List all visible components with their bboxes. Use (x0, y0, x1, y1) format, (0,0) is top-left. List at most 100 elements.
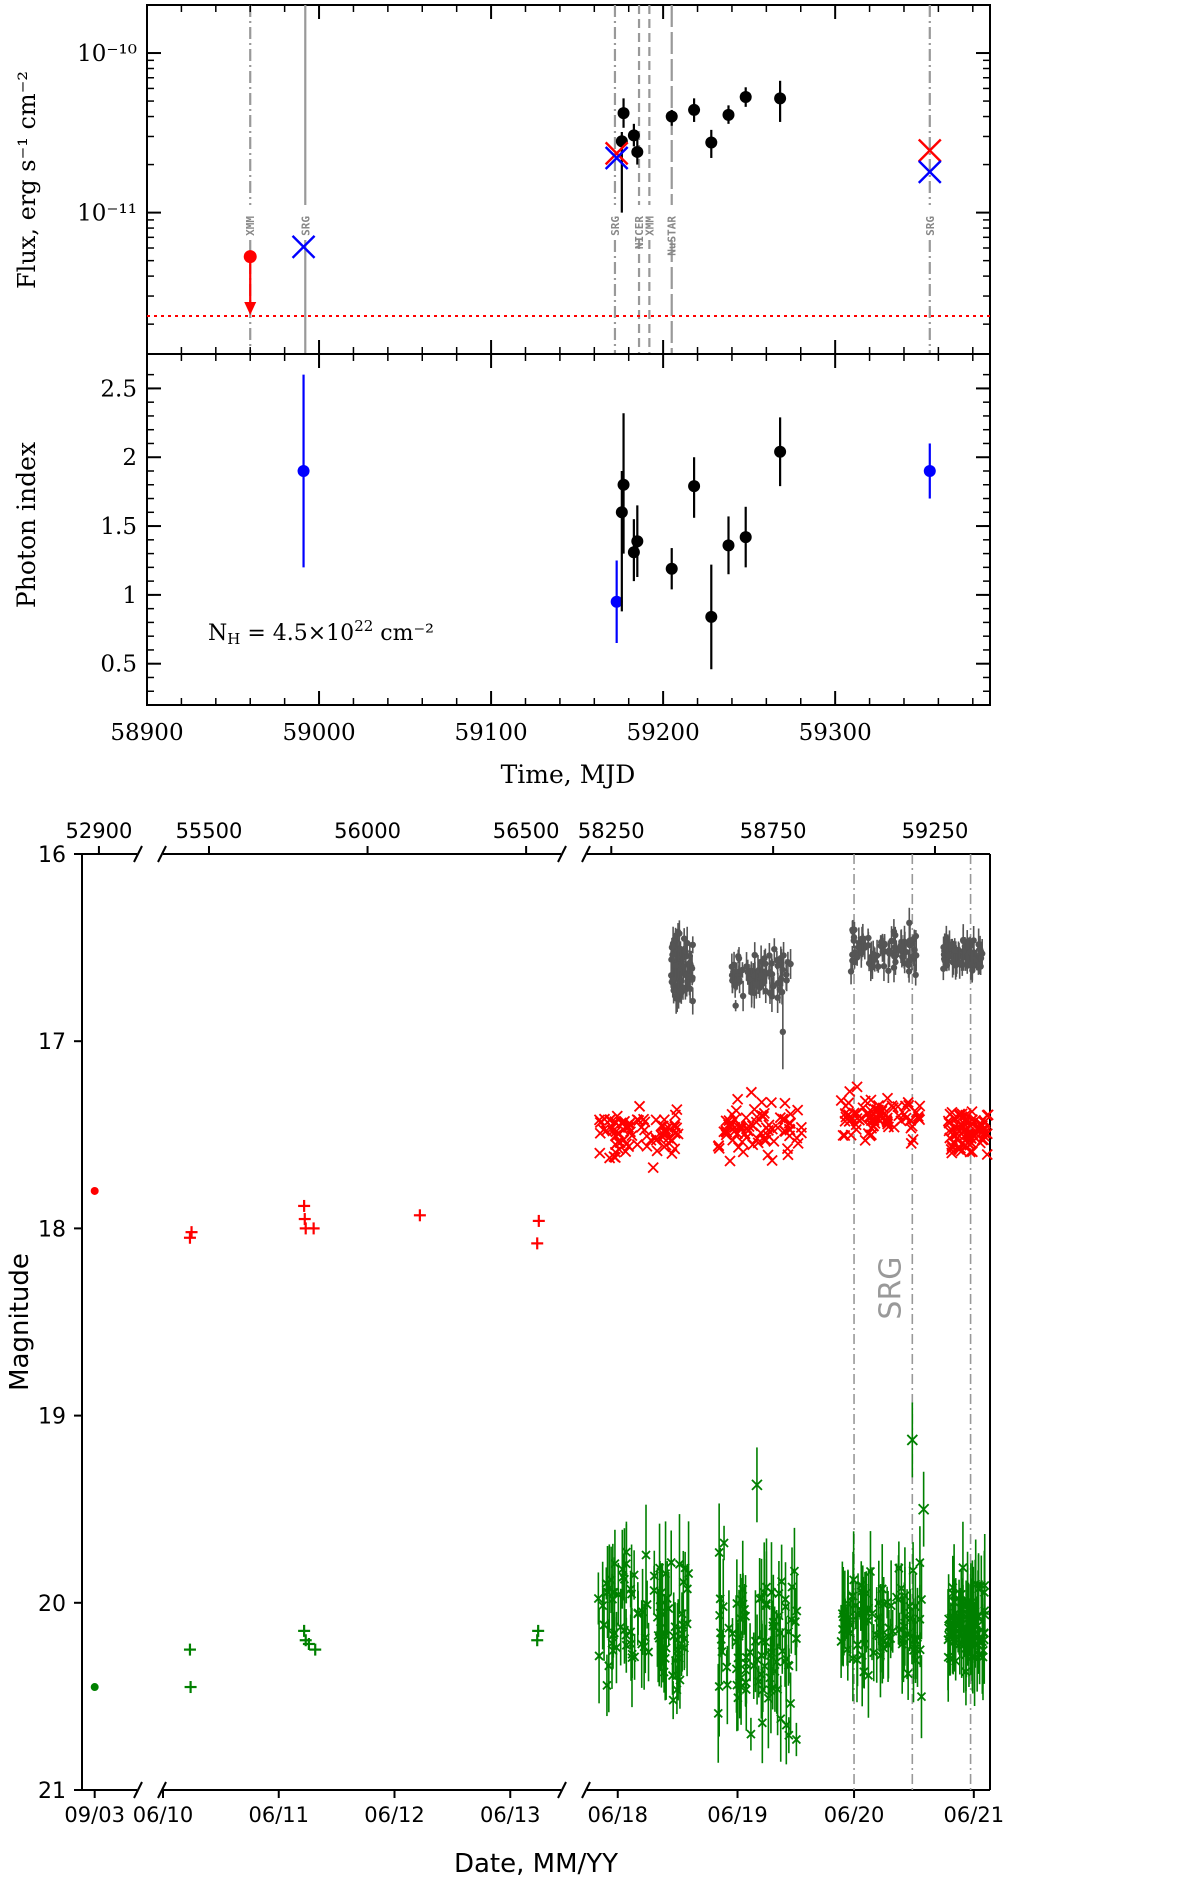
date-tick-label: 06/18 (587, 1803, 648, 1827)
x-stroke (954, 1110, 966, 1122)
g-point (618, 1572, 628, 1582)
x-stroke (770, 1666, 780, 1676)
g-point (727, 1628, 738, 1639)
x-stroke (621, 1630, 631, 1640)
x-stroke (886, 1600, 896, 1611)
y-tick-label: 10⁻¹¹ (77, 201, 137, 227)
g-point (668, 1695, 678, 1705)
x-stroke (868, 1103, 881, 1115)
top-tick-label: 58250 (578, 819, 645, 843)
gray-point (847, 968, 855, 975)
r-point (966, 1114, 978, 1126)
r-point (622, 1140, 635, 1153)
g-point (916, 1594, 927, 1605)
x-stroke (882, 1121, 895, 1133)
r-point (720, 1129, 732, 1141)
g-point (679, 1634, 690, 1644)
y-tick-label: 18 (38, 1217, 66, 1242)
index-point (615, 506, 628, 519)
x-stroke (964, 1139, 976, 1151)
x-stroke (791, 1132, 803, 1144)
observation-label: NICER (633, 216, 646, 249)
x-stroke (792, 1137, 804, 1149)
x-stroke (851, 1081, 863, 1093)
x-stroke (594, 1651, 604, 1661)
x-stroke (787, 1582, 797, 1592)
x-stroke (718, 1601, 728, 1612)
r-point (603, 1152, 616, 1164)
x-stroke (966, 1146, 978, 1158)
g-point (949, 1624, 960, 1635)
g-point (944, 1621, 955, 1631)
r-point (763, 1119, 775, 1131)
x-stroke (671, 1104, 683, 1116)
gray-point (762, 960, 769, 967)
x-stroke (757, 1110, 770, 1122)
g-point (973, 1612, 983, 1622)
g-point (740, 1611, 751, 1621)
g-point (672, 1685, 682, 1695)
sparse-plus-point (184, 1681, 197, 1694)
gray-point (912, 971, 919, 979)
g-point (898, 1634, 909, 1644)
gray-point (869, 950, 877, 957)
top-tick-label: 56000 (334, 819, 401, 843)
r-point (765, 1096, 778, 1109)
g-point (877, 1584, 887, 1594)
y-tick-label: 0.5 (100, 652, 137, 678)
top-tick-label: 52900 (66, 819, 133, 843)
y-tick-label: 17 (38, 1030, 66, 1055)
r-point (914, 1100, 926, 1112)
x-stroke (741, 1677, 751, 1688)
axis-break (581, 1781, 591, 1799)
g-point (790, 1616, 800, 1627)
cross-stroke (604, 141, 629, 166)
x-stroke (745, 1086, 758, 1098)
gray-point (669, 951, 676, 959)
x-stroke (848, 1591, 858, 1601)
x-stroke (626, 1627, 636, 1637)
x-stroke (638, 1124, 651, 1136)
x-stroke (865, 1129, 877, 1141)
x-stroke (852, 1655, 862, 1665)
x-stroke (792, 1104, 804, 1116)
x-stroke (979, 1127, 991, 1139)
x-stroke (912, 1632, 923, 1643)
gray-point (689, 997, 696, 1005)
r-point (658, 1114, 670, 1126)
gray-point (878, 938, 885, 946)
x-stroke (758, 1134, 770, 1146)
x-stroke (647, 1161, 659, 1174)
y-axis-label: Flux, erg s⁻¹ cm⁻² (13, 71, 41, 289)
x-stroke (781, 1720, 791, 1730)
r-point (651, 1145, 663, 1157)
photon-index-panel: 0.5 1 1.5 2 2.5 58900 59000 59100 59200 59300 Time… (12, 353, 991, 789)
gray-point (739, 992, 747, 1000)
x-stroke (600, 1124, 612, 1137)
x-stroke (756, 1096, 768, 1108)
x-stroke (903, 1668, 913, 1679)
x-stroke (666, 1557, 676, 1568)
x-stroke (740, 1112, 752, 1124)
x-stroke (626, 1129, 638, 1142)
x-stroke (981, 1109, 993, 1121)
axis-break (557, 1781, 567, 1799)
r-point (969, 1114, 982, 1127)
r-point (650, 1134, 662, 1146)
r-point (943, 1125, 955, 1137)
x-stroke (650, 1134, 662, 1146)
x-stroke (902, 1629, 912, 1639)
r-point (887, 1102, 899, 1114)
g-point (837, 1608, 847, 1619)
gray-point (850, 937, 858, 944)
x-stroke (861, 1588, 871, 1598)
gray-point (728, 963, 736, 970)
r-point (893, 1110, 905, 1122)
r-point (861, 1108, 873, 1120)
x-stroke (643, 1647, 654, 1657)
y-tick-label: 16 (38, 843, 66, 868)
outlier-point (779, 1028, 787, 1036)
x-stroke (838, 1612, 848, 1622)
x-stroke (850, 1123, 862, 1136)
